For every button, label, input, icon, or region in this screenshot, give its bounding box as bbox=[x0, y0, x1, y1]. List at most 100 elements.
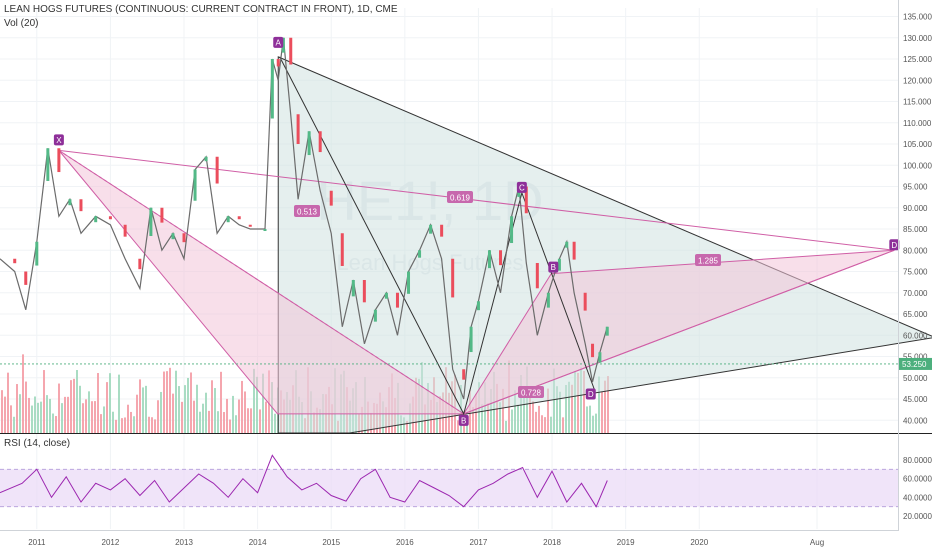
volume-bar bbox=[565, 384, 567, 433]
pattern-point-text: C bbox=[519, 183, 525, 192]
volume-bar bbox=[67, 396, 69, 433]
volume-bar bbox=[238, 399, 240, 433]
price-axis-tick: 90.000 bbox=[903, 204, 928, 213]
ratio-label-box bbox=[518, 386, 544, 398]
volume-bar bbox=[79, 385, 81, 433]
ratio-label-text: 0.513 bbox=[297, 208, 318, 217]
volume-bar bbox=[541, 415, 543, 433]
volume-bar bbox=[265, 401, 267, 433]
price-candle bbox=[524, 186, 528, 214]
price-candle bbox=[462, 369, 466, 380]
price-candle bbox=[270, 59, 274, 119]
pattern-point-label: A bbox=[273, 36, 284, 48]
price-candle bbox=[395, 292, 399, 308]
pattern-point-label: B bbox=[548, 261, 559, 273]
price-candle bbox=[351, 280, 355, 297]
time-axis-tick: 2014 bbox=[249, 538, 267, 547]
pattern-point-box bbox=[516, 181, 527, 193]
rsi-axis-tick: 60.0000 bbox=[903, 475, 932, 484]
volume-bar bbox=[577, 372, 579, 433]
price-axis-tick: 120.000 bbox=[903, 76, 932, 85]
time-axis-tick: 2020 bbox=[690, 538, 708, 547]
volume-bar bbox=[115, 419, 117, 433]
volume-bar bbox=[235, 415, 237, 433]
volume-bar bbox=[76, 370, 78, 433]
volume-bar bbox=[208, 410, 210, 433]
price-candle bbox=[487, 250, 491, 269]
volume-bar bbox=[511, 409, 513, 433]
price-candle bbox=[24, 271, 28, 285]
volume-bar bbox=[178, 386, 180, 433]
harmonic-xd-line bbox=[58, 149, 895, 251]
volume-bar bbox=[544, 417, 546, 433]
price-candle bbox=[204, 156, 208, 162]
time-axis-tick: 2013 bbox=[175, 538, 193, 547]
price-candle bbox=[499, 250, 503, 266]
volume-bar bbox=[7, 372, 9, 433]
volume-bar bbox=[505, 420, 507, 433]
ratio-label: 1.285 bbox=[695, 254, 721, 266]
price-candle bbox=[583, 292, 587, 311]
price-candle bbox=[469, 326, 473, 353]
ratio-label: 0.619 bbox=[447, 191, 473, 203]
volume-bar bbox=[127, 404, 129, 433]
pattern-point-text: D bbox=[891, 241, 897, 250]
price-axis-tick: 125.000 bbox=[903, 55, 932, 64]
chart-title: LEAN HOGS FUTURES (CONTINUOUS: CURRENT C… bbox=[4, 4, 398, 15]
volume-bar bbox=[538, 405, 540, 433]
volume-bar bbox=[55, 416, 57, 433]
time-axis-tick: 2019 bbox=[617, 538, 635, 547]
pattern-point-text: D bbox=[588, 390, 594, 399]
abcd-pattern-line bbox=[279, 56, 596, 416]
price-candle bbox=[362, 280, 366, 303]
pattern-point-text: B bbox=[551, 263, 556, 272]
current-price-box bbox=[899, 357, 932, 370]
volume-bar bbox=[31, 405, 33, 433]
volume-bar bbox=[142, 387, 144, 433]
volume-bar bbox=[64, 396, 66, 433]
volume-bar bbox=[583, 370, 585, 433]
price-axis-tick: 105.000 bbox=[903, 140, 932, 149]
volume-bar bbox=[220, 371, 222, 433]
volume-bar bbox=[229, 419, 231, 433]
volume-bar bbox=[514, 390, 516, 433]
volume-bar bbox=[148, 416, 150, 433]
volume-indicator-label[interactable]: Vol (20) bbox=[4, 18, 39, 29]
volume-bar bbox=[262, 373, 264, 433]
price-axis-tick: 70.000 bbox=[903, 289, 928, 298]
volume-bar bbox=[49, 398, 51, 433]
ratio-label: 0.513 bbox=[294, 205, 320, 217]
volume-bar bbox=[274, 413, 276, 433]
volume-bar bbox=[121, 418, 123, 433]
price-line bbox=[0, 37, 608, 400]
volume-bar bbox=[70, 380, 72, 433]
volume-bar bbox=[58, 383, 60, 433]
volume-bar bbox=[226, 398, 228, 433]
volume-bar bbox=[133, 416, 135, 433]
volume-bar bbox=[157, 400, 159, 433]
volume-bar bbox=[253, 368, 255, 433]
price-candle bbox=[57, 148, 61, 173]
volume-bar bbox=[91, 401, 93, 433]
volume-bar bbox=[535, 411, 537, 433]
volume-bar bbox=[19, 394, 21, 433]
volume-bar bbox=[46, 395, 48, 433]
volume-bar bbox=[43, 370, 45, 433]
rsi-indicator-label[interactable]: RSI (14, close) bbox=[4, 438, 71, 449]
price-candle bbox=[94, 216, 98, 223]
ratio-label-box bbox=[294, 205, 320, 217]
price-candle bbox=[598, 352, 602, 363]
volume-bar bbox=[52, 413, 54, 433]
volume-bar bbox=[22, 354, 24, 433]
volume-bar bbox=[586, 406, 588, 433]
rsi-axis-tick: 80.0000 bbox=[903, 456, 932, 465]
volume-bar bbox=[523, 388, 525, 433]
price-candle bbox=[440, 224, 444, 237]
volume-bar bbox=[598, 376, 600, 433]
price-candle bbox=[307, 131, 311, 156]
price-candle bbox=[605, 326, 609, 336]
volume-bar bbox=[475, 393, 477, 433]
price-axis-tick: 95.000 bbox=[903, 183, 928, 192]
